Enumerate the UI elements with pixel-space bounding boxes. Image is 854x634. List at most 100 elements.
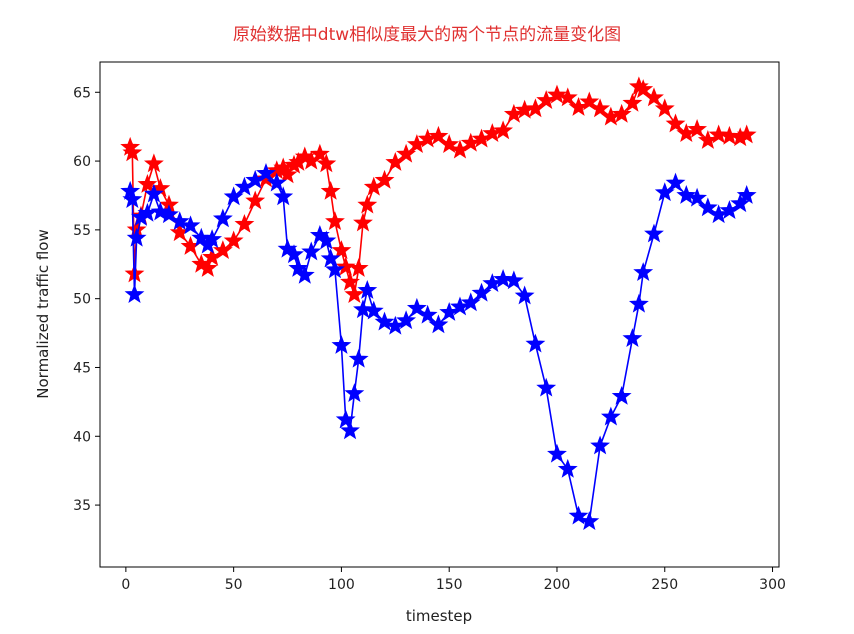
series-1-point [137,174,158,193]
x-tick-label: 300 [759,577,786,593]
y-tick-label: 65 [73,85,91,101]
series-1-point [245,190,266,210]
series-1-point [547,84,567,104]
series-2-point [611,385,632,405]
series-1-point [331,240,352,259]
series-2-point [697,197,718,217]
series-2-point [406,297,427,317]
series-2-point [633,262,654,281]
chart-title: 原始数据中dtw相似度最大的两个节点的流量变化图 [232,25,622,45]
series-1-point [335,256,356,276]
series-2-point [450,296,470,316]
series-2-point [159,204,179,224]
series-2-point [256,163,276,182]
series-2-point [348,348,369,368]
series-2-point [122,189,143,209]
series-2-point [590,435,611,455]
series-1-point [353,212,373,232]
series-1-point [708,124,729,144]
series-2-point [202,229,223,248]
series-2-point [482,273,503,292]
series-1-point [633,79,654,98]
series-1-point [197,257,218,277]
series-1-point [428,125,449,145]
series-2 [120,163,757,531]
series-2-point [169,211,190,231]
series-1-point [325,211,345,231]
y-tick-label: 45 [73,360,91,376]
series-1-point [719,125,740,145]
series-2-point [340,420,360,440]
series-2-point [428,314,449,334]
series-2-point [363,300,384,320]
series-2-point [266,172,287,192]
series-1-point [223,230,244,250]
series-1-line [129,85,747,295]
series-1-point [277,164,298,184]
series-2-point [736,185,757,204]
y-axis-label: Normalized traffic flow [34,229,52,398]
series-2-point [622,328,643,348]
series-1-point [374,169,395,189]
series-2-point [557,458,578,478]
series-2-point [357,279,378,299]
series-2-point [493,268,514,288]
series-1-point [234,213,255,233]
series-2-point [223,186,244,206]
y-tick-label: 40 [73,429,91,445]
series-2-point [628,293,649,313]
series-2-point [273,186,294,206]
series-1-point [654,98,675,118]
series-1-point [340,271,360,291]
series-2-point [579,511,600,531]
series-2-point [730,193,751,213]
series-2-point [654,182,675,202]
series-2-point [284,244,304,264]
series-2-point [503,270,524,290]
series-1-point [460,132,481,152]
series-2-point [687,187,708,207]
x-tick-label: 150 [436,577,463,593]
series-1-point [579,91,600,111]
series-1-point [309,143,330,163]
series-1-point [676,123,697,142]
series-2-point [665,172,686,192]
series-2-point [320,248,341,268]
series-2-point [325,259,345,279]
series-1-point [611,103,632,123]
series-1-point [665,113,686,133]
series-2-point [301,241,322,261]
series-1-point [122,142,143,162]
series-2-point [150,201,171,221]
series-2-point [143,183,164,203]
series-1-point [600,106,621,126]
series-2-point [180,215,201,235]
series-1-point [439,134,460,153]
series-2-point [335,409,356,429]
series-layer [120,76,757,531]
x-tick-label: 100 [328,577,355,593]
series-2-point [417,304,438,324]
series-1-point [590,98,611,118]
series-2-point [126,227,147,247]
series-2-point [568,505,589,525]
x-tick-label: 200 [544,577,571,593]
series-2-point [331,335,352,354]
series-2-point [676,185,697,204]
series-2-point [374,311,395,331]
x-axis-ticks: 0 50 100 150 200 250 300 [121,567,786,593]
x-axis-label: timestep [406,607,472,625]
series-2-point [600,406,621,426]
plot-area-frame [99,61,780,568]
y-tick-label: 55 [73,223,91,239]
series-2-point [353,299,373,319]
series-2-point [124,284,145,303]
x-tick-label: 50 [225,577,243,593]
series-1-point [687,119,708,138]
series-2-point [547,443,567,463]
series-1-point [557,87,578,107]
series-2-point [396,310,417,330]
series-1-point [344,284,365,303]
series-1-point [348,257,369,277]
y-tick-label: 35 [73,498,91,514]
